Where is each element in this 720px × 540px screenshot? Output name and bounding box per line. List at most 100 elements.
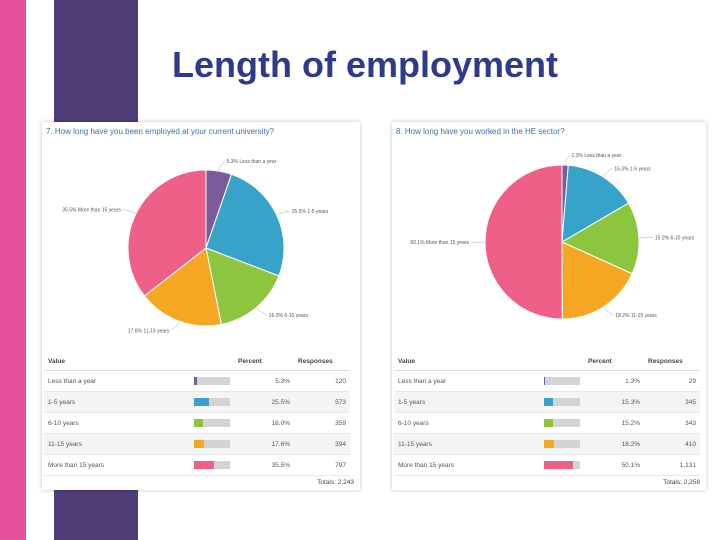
pie-slice-more-than-15-years [484, 164, 563, 320]
column-header-percent: Percent [584, 352, 644, 371]
slice-leader-line [256, 307, 267, 316]
row-responses: 29 [644, 370, 700, 392]
row-responses: 797 [294, 454, 350, 476]
totals-text: Totals: 2,243 [317, 479, 354, 486]
slice-leader-line [171, 321, 180, 331]
pie-slice-6-10-years [560, 202, 640, 275]
table-header-row: Value Percent Responses [44, 352, 350, 371]
table-row: More than 15 years 50.1% 1,131 [394, 454, 700, 476]
row-percent: 5.3% [234, 370, 294, 392]
row-percent-bar [194, 398, 230, 406]
row-percent-bar [194, 461, 230, 469]
row-value: More than 15 years [398, 461, 455, 469]
slice-leader-line [603, 306, 614, 316]
page-title: Length of employment [172, 44, 558, 85]
row-percent-bar [544, 419, 580, 427]
row-percent-bar-fill [544, 419, 553, 427]
slice-label-6-10-years: 15.2% 6-10 years [655, 235, 695, 241]
slice-leader-line [276, 210, 290, 216]
row-percent-bar-fill [194, 440, 205, 448]
row-percent: 15.2% [584, 412, 644, 434]
slice-leader-line [564, 154, 570, 166]
slice-label-less-than-a-year: 5.3% Less than a year [227, 159, 277, 165]
row-percent-bar [194, 440, 230, 448]
row-responses: 394 [294, 433, 350, 455]
slice-leader-line [638, 237, 653, 239]
totals-text: Totals: 2,258 [663, 479, 700, 486]
row-percent-bar-fill [544, 440, 555, 448]
column-header-responses: Responses [294, 352, 350, 371]
row-percent-bar-fill [544, 461, 573, 469]
column-header-responses: Responses [644, 352, 700, 371]
slice-leader-line [122, 209, 137, 214]
slice-label-1-5-years: 25.5% 1-5 years [292, 209, 329, 215]
table-row: 1-5 years 25.5% 573 [44, 391, 350, 413]
row-percent: 25.5% [234, 391, 294, 413]
table-row: More than 15 years 35.5% 797 [44, 454, 350, 476]
row-percent-bar [544, 461, 580, 469]
row-value: 1-5 years [398, 398, 426, 406]
row-value: 11-15 years [398, 440, 432, 448]
pie-slice-1-5-years [205, 173, 285, 277]
pie-chart-current-university: 5.3% Less than a year 25.5% 1-5 years 16.0… [62, 159, 329, 335]
row-percent-bar [194, 419, 230, 427]
row-percent-bar [194, 377, 230, 385]
pie-chart-he-sector: 1.3% Less than a year 15.3% 1-5 years 15.2… [410, 153, 695, 320]
slice-leader-line [218, 161, 225, 172]
row-responses: 573 [294, 391, 350, 413]
table-row: 6-10 years 15.2% 343 [394, 412, 700, 434]
column-header-percent: Percent [234, 352, 294, 371]
slice-label-11-15-years: 18.2% 11-15 years [615, 313, 657, 319]
row-value: 1-5 years [48, 398, 76, 406]
row-value: Less than a year [398, 377, 447, 385]
row-value: 6-10 years [48, 419, 79, 427]
slice-leader-line [602, 168, 613, 177]
row-percent-bar-fill [194, 377, 198, 385]
pie-slice-6-10-years [205, 247, 280, 326]
row-percent-bar [544, 398, 580, 406]
table-row: Less than a year 5.3% 120 [44, 370, 350, 392]
chart-panel-he-sector: 8. How long have you worked in the HE se… [392, 122, 706, 490]
row-value: More than 15 years [48, 461, 105, 469]
table-row: 11-15 years 17.6% 394 [44, 433, 350, 455]
row-responses: 410 [644, 433, 700, 455]
column-header-value: Value [44, 352, 234, 371]
table-row: 1-5 years 15.3% 345 [394, 391, 700, 413]
row-percent-bar [544, 440, 580, 448]
row-responses: 1,131 [644, 454, 700, 476]
question-title: 8. How long have you worked in the HE se… [396, 127, 565, 136]
question-title: 7. How long have you been employed at yo… [46, 127, 275, 136]
slice-label-11-15-years: 17.6% 11-15 years [128, 329, 170, 335]
slice-label-1-5-years: 15.3% 1-5 years [614, 166, 651, 172]
row-percent-bar-fill [194, 398, 209, 406]
row-percent: 35.5% [234, 454, 294, 476]
pie-slice-1-5-years [561, 164, 630, 243]
pie-slice-11-15-years [143, 247, 222, 327]
row-percent-bar-fill [194, 419, 204, 427]
row-percent-bar [544, 377, 580, 385]
table-header-row: Value Percent Responses [394, 352, 700, 371]
pie-slice-11-15-years [561, 241, 633, 320]
pie-slice-more-than-15-years [127, 169, 207, 297]
decorative-bar-pink [0, 0, 26, 540]
row-percent-bar-fill [544, 377, 545, 385]
row-percent: 17.6% [234, 433, 294, 455]
table-row: 6-10 years 16.0% 359 [44, 412, 350, 434]
table-row: Less than a year 1.3% 29 [394, 370, 700, 392]
row-responses: 345 [644, 391, 700, 413]
row-responses: 359 [294, 412, 350, 434]
slice-label-more-than-15-years: 35.5% More than 15 years [62, 207, 121, 213]
row-percent-bar-fill [194, 461, 215, 469]
row-value: 11-15 years [48, 440, 82, 448]
row-percent: 18.2% [584, 433, 644, 455]
response-table: Value Percent Responses Less than a year 5.3… [44, 352, 350, 476]
row-value: Less than a year [48, 377, 97, 385]
row-percent: 1.3% [584, 370, 644, 392]
row-percent: 16.0% [234, 412, 294, 434]
row-percent: 50.1% [584, 454, 644, 476]
chart-panel-current-university: 7. How long have you been employed at yo… [42, 122, 360, 490]
slice-label-less-than-a-year: 1.3% Less than a year [572, 153, 622, 159]
slice-label-6-10-years: 16.0% 6-10 years [269, 313, 309, 319]
table-row: 11-15 years 18.2% 410 [394, 433, 700, 455]
response-table: Value Percent Responses Less than a year 1.3… [394, 352, 700, 476]
